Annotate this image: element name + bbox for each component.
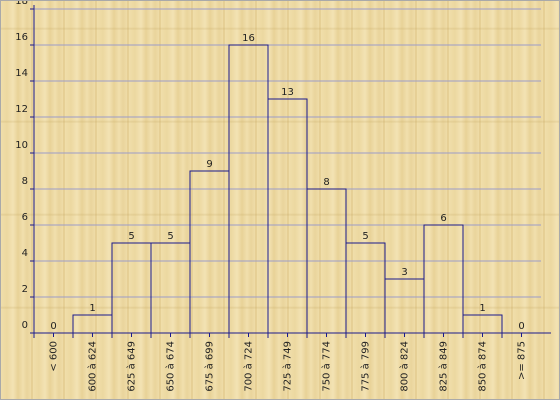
x-tick-label: 850 à 874 bbox=[477, 341, 489, 392]
data-label: 1 bbox=[479, 303, 485, 314]
x-tick-label: 675 à 699 bbox=[204, 341, 216, 392]
data-label: 5 bbox=[167, 231, 173, 242]
y-tick-label: 6 bbox=[22, 212, 28, 223]
data-label: 3 bbox=[401, 267, 407, 278]
data-label: 0 bbox=[50, 321, 56, 332]
data-label: 13 bbox=[281, 87, 294, 98]
x-tick-label: 825 à 849 bbox=[438, 341, 450, 392]
bar bbox=[189, 170, 230, 334]
data-label: 6 bbox=[440, 213, 446, 224]
data-label: 16 bbox=[242, 33, 255, 44]
bar bbox=[72, 314, 113, 334]
x-tick-label: 800 à 824 bbox=[399, 341, 411, 392]
y-tick-label: 16 bbox=[15, 32, 28, 43]
bar bbox=[423, 224, 464, 334]
bar bbox=[111, 242, 152, 334]
y-tick-label: 12 bbox=[15, 104, 28, 115]
bar bbox=[267, 98, 308, 334]
y-tick-label: 14 bbox=[15, 68, 28, 79]
x-tick-label: 750 à 774 bbox=[321, 341, 333, 392]
data-label: 5 bbox=[362, 231, 368, 242]
y-tick-label: 8 bbox=[22, 176, 28, 187]
x-tick-label: < 600 bbox=[49, 341, 60, 372]
y-tick-label: 18 bbox=[15, 1, 28, 7]
x-tick-label: 600 à 624 bbox=[87, 341, 99, 392]
y-tick-label: 0 bbox=[22, 320, 28, 331]
bar bbox=[345, 242, 386, 334]
x-tick-label: 725 à 749 bbox=[282, 341, 294, 392]
y-tick-label: 10 bbox=[15, 140, 28, 151]
x-tick-label: >= 875 bbox=[517, 341, 528, 380]
bar bbox=[150, 242, 191, 334]
y-tick-label: 2 bbox=[22, 284, 28, 295]
data-label: 9 bbox=[206, 159, 212, 170]
data-label: 0 bbox=[518, 321, 524, 332]
data-label: 1 bbox=[89, 303, 95, 314]
bar bbox=[462, 314, 503, 334]
x-tick-label: 625 à 649 bbox=[126, 341, 138, 392]
x-tick-label: 700 à 724 bbox=[243, 341, 255, 392]
bar bbox=[384, 278, 425, 334]
data-label: 8 bbox=[323, 177, 329, 188]
data-label: 5 bbox=[128, 231, 134, 242]
x-tick-label: 650 à 674 bbox=[165, 341, 177, 392]
y-tick-label: 4 bbox=[22, 248, 28, 259]
x-tick-label: 775 à 799 bbox=[360, 341, 372, 392]
